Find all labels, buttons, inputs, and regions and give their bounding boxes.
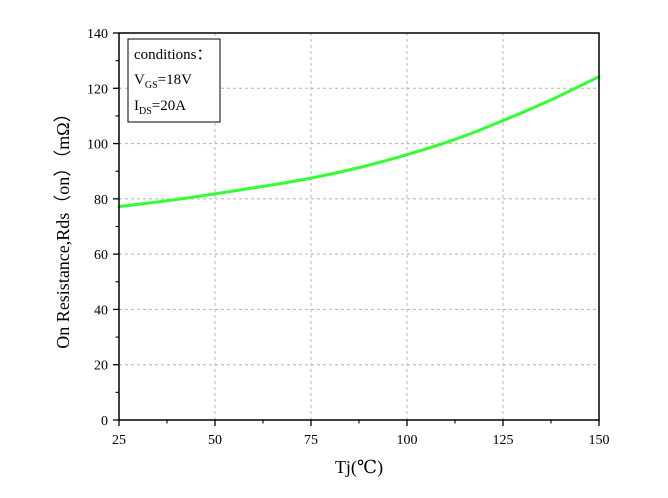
annotation-box bbox=[127, 38, 221, 123]
x-tick-label: 150 bbox=[589, 433, 610, 448]
annotation-conditions: conditions： bbox=[134, 47, 212, 63]
x-tick-label: 25 bbox=[112, 433, 126, 448]
x-tick-label: 125 bbox=[493, 433, 514, 448]
vgs-subscript: GS bbox=[145, 80, 158, 91]
y-tick-label: 80 bbox=[94, 193, 108, 208]
vgs-symbol: V bbox=[134, 72, 145, 88]
x-tick-labels: 25 50 75 100 125 150 bbox=[112, 433, 610, 448]
grid-lines bbox=[119, 33, 599, 420]
y-tick-label: 140 bbox=[87, 27, 108, 42]
y-tick-label: 40 bbox=[94, 303, 108, 318]
y-tick-label: 100 bbox=[87, 138, 108, 153]
x-tick-label: 75 bbox=[304, 433, 318, 448]
y-axis-title: On Resistance,Rds（on）（mΩ） bbox=[53, 104, 73, 348]
y-tick-labels: 0 20 40 60 80 100 120 140 bbox=[87, 27, 108, 429]
y-tick-label: 60 bbox=[94, 248, 108, 263]
y-tick-label: 20 bbox=[94, 359, 108, 374]
vgs-value: =18V bbox=[158, 72, 192, 88]
ids-subscript: DS bbox=[139, 106, 152, 117]
series-group bbox=[117, 75, 601, 209]
annotation-ids: IDS=20A bbox=[134, 98, 186, 117]
series-line bbox=[117, 75, 601, 209]
annotation-vgs: VGS=18V bbox=[134, 72, 192, 91]
conditions-annotation: conditions： VGS=18V IDS=20A bbox=[127, 38, 221, 123]
y-tick-label: 0 bbox=[101, 414, 108, 429]
plot-frame bbox=[118, 32, 600, 421]
x-tick-label: 100 bbox=[397, 433, 418, 448]
y-tick-label: 120 bbox=[87, 82, 108, 97]
major-ticks bbox=[113, 32, 600, 426]
ids-value: =20A bbox=[152, 98, 186, 114]
x-tick-label: 50 bbox=[208, 433, 222, 448]
x-axis-title: Tj(℃) bbox=[335, 457, 383, 478]
ids-symbol: I bbox=[134, 98, 139, 114]
